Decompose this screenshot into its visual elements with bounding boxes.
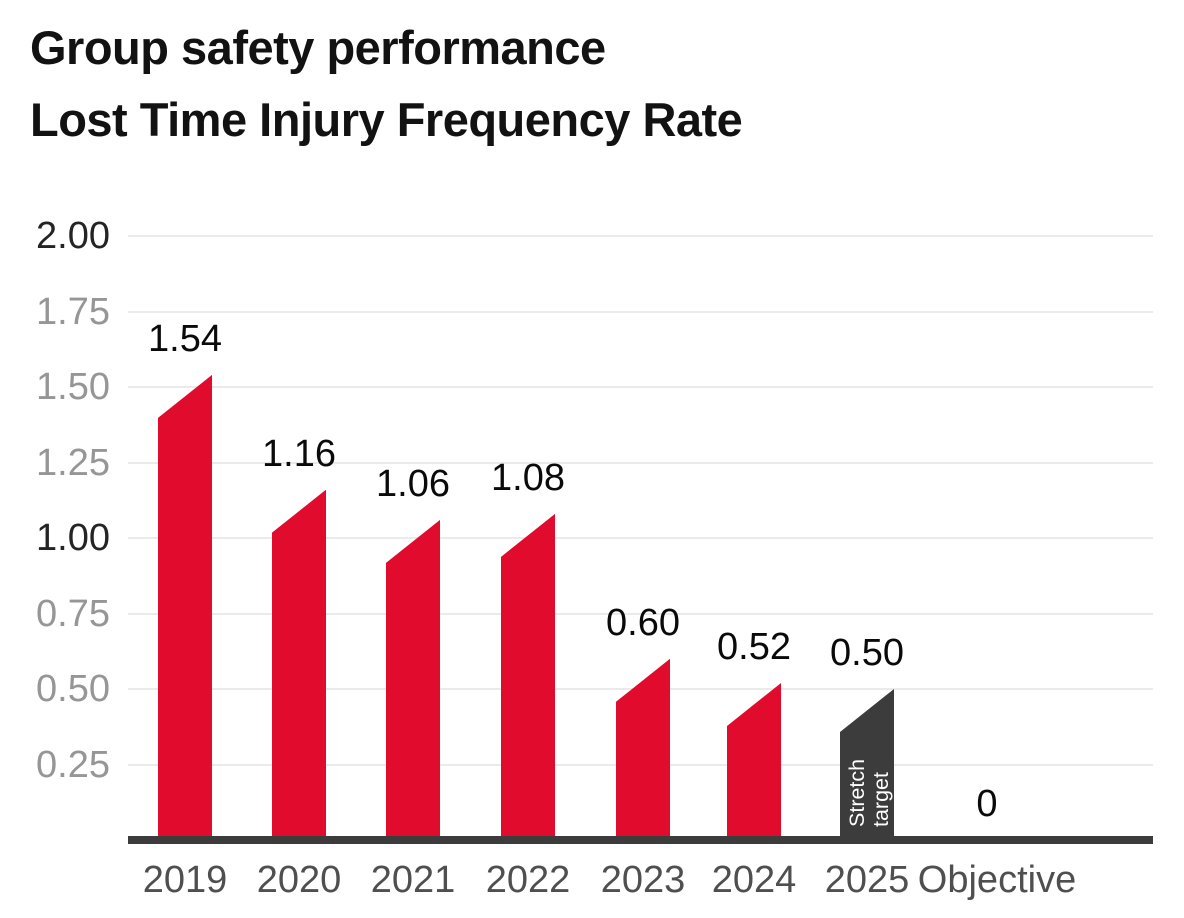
y-tick-label-0.75: 0.75 [36,592,110,635]
y-tick-label-2.00: 2.00 [36,215,110,257]
value-label-2020: 1.16 [262,432,336,475]
chart-title: Group safety performance Lost Time Injur… [30,12,743,156]
gridline-2.00 [128,235,1153,237]
y-tick-label-0.25: 0.25 [36,743,110,786]
gridline-1.25 [128,461,1153,464]
x-axis-label-2020: 2020 [256,859,342,901]
value-label-2024: 0.52 [717,625,791,668]
chart-title-line2: Lost Time Injury Frequency Rate [30,93,743,146]
value-label-2019: 1.54 [148,317,222,360]
gridline-1.50 [128,386,1153,388]
stretch-target-annotation-line2: target [869,772,893,827]
y-tick-label-0.50: 0.50 [36,668,110,710]
x-axis-label-Objective: Objective [917,859,1077,901]
x-axis-label-2024: 2024 [711,859,797,901]
bar-2022 [501,513,555,840]
chart-title-line1: Group safety performance [30,21,606,74]
x-axis-label-2021: 2021 [370,859,456,901]
bar-2019 [158,374,212,840]
x-axis-line [128,836,1153,844]
stretch-target-annotation: Stretch target [845,743,893,835]
value-label-2023: 0.60 [606,601,680,644]
y-tick-label-1.25: 1.25 [36,441,110,484]
value-label-2021: 1.06 [376,462,450,505]
stretch-target-annotation-line1: Stretch [845,758,869,827]
value-label-Objective: 0 [976,783,998,825]
x-axis-label-2023: 2023 [600,859,686,901]
x-axis-label-2019: 2019 [142,859,228,901]
y-tick-label-1.00: 1.00 [36,517,110,559]
y-tick-label-1.50: 1.50 [36,366,110,408]
x-axis-label-2025: 2025 [824,859,910,901]
y-tick-label-1.75: 1.75 [36,290,110,333]
bar-2021 [386,519,440,840]
gridline-1.00 [128,537,1153,539]
bar-2023 [616,658,670,840]
x-axis-label-2022: 2022 [485,859,571,901]
gridline-0.75 [128,612,1153,615]
value-label-2022: 1.08 [491,456,565,499]
value-label-2025: 0.50 [830,632,904,674]
gridline-1.75 [128,310,1153,313]
bar-2020 [272,489,326,840]
bar-2024 [727,682,781,840]
